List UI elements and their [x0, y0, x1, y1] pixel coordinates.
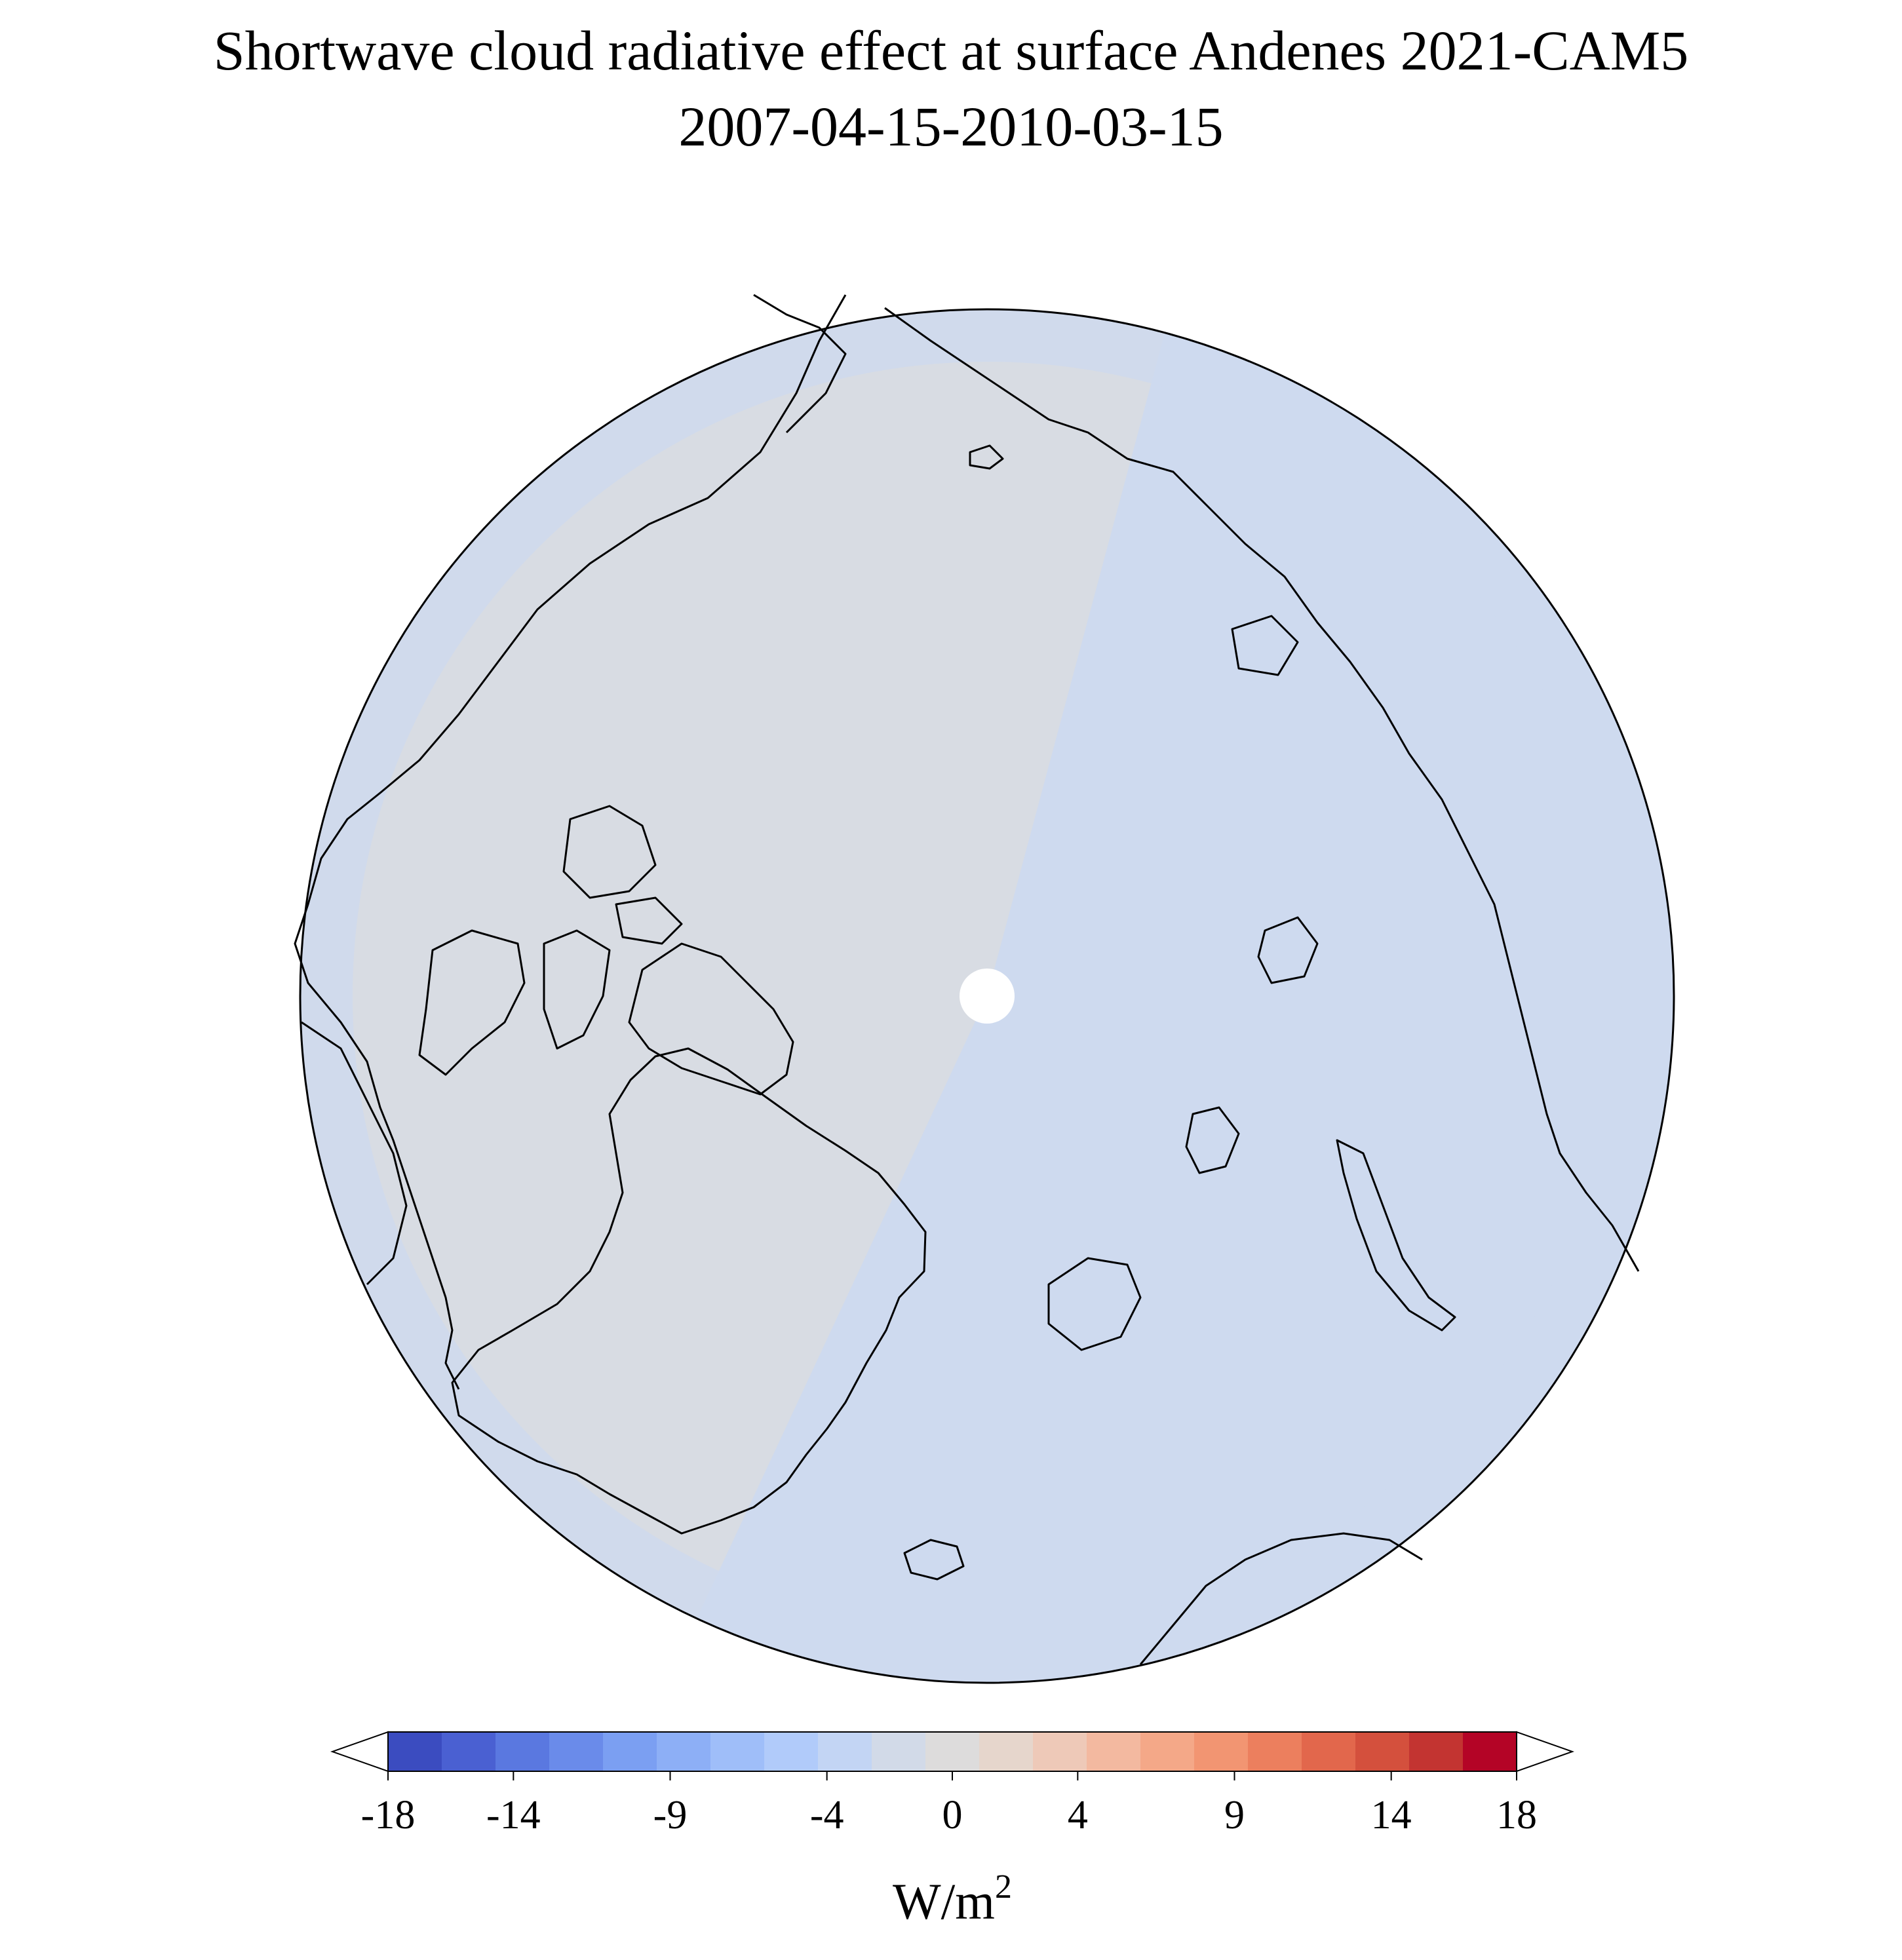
colorbar-tick-label: -4 [810, 1793, 844, 1837]
colorbar-swatch [818, 1732, 872, 1771]
wrangel-island-coastline [969, 444, 1004, 470]
colorbar-swatch [1140, 1732, 1195, 1771]
colorbar-tick-label: -9 [653, 1793, 688, 1837]
franz-josef-land-coastline [1185, 1106, 1240, 1174]
colorbar-tick-label: 14 [1371, 1793, 1412, 1837]
colorbar-swatch [442, 1732, 496, 1771]
colorbar-tick-label: 18 [1496, 1793, 1537, 1837]
polar-map [294, 294, 1675, 1684]
colorbar-swatch [603, 1732, 657, 1771]
colorbar-swatch [388, 1732, 442, 1771]
colorbar-swatch [1463, 1732, 1517, 1771]
ellesmere-island-coastline [628, 942, 794, 1096]
map-boundary [299, 308, 1675, 1684]
svalbard-coastline [1047, 1257, 1142, 1351]
colorbar-swatch [764, 1732, 819, 1771]
colorbar-swatch [1033, 1732, 1087, 1771]
colorbar-swatch [1087, 1732, 1141, 1771]
map-subtitle: 2007-04-15-2010-03-15 [678, 95, 1224, 158]
severnaya-zemlya-coastline [1257, 916, 1319, 984]
parry-islands-coastline [562, 805, 657, 899]
iceland-coastline [903, 1539, 965, 1581]
scandinavia-coastline [1139, 1532, 1423, 1665]
colorbar-ticks: -18 -14 -9 -4 0 4 9 14 18 [361, 1771, 1537, 1837]
north-america-coastline [294, 294, 847, 1390]
colorbar-tick-label: 9 [1224, 1793, 1245, 1837]
colorbar-swatch [872, 1732, 926, 1771]
hudson-bay-coastline [301, 1021, 408, 1286]
colorbar-swatch [1248, 1732, 1302, 1771]
ocean-anomaly-field [300, 309, 1674, 1683]
victoria-island-coastline [543, 929, 611, 1050]
coastlines [294, 294, 1640, 1665]
colorbar-tick-label: -18 [361, 1793, 416, 1837]
greenland-coastline [451, 1047, 927, 1535]
north-pole-marker [960, 969, 1015, 1024]
colorbar-swatch [549, 1732, 604, 1771]
colorbar-swatches [388, 1732, 1517, 1771]
baffin-island-coastline [418, 929, 526, 1076]
devon-island-coastline [615, 896, 683, 945]
ocean-anomaly-sector [696, 331, 1674, 1683]
eurasia-coastline [884, 307, 1640, 1272]
colorbar-swatch [1194, 1732, 1249, 1771]
colorbar-swatch [1409, 1732, 1464, 1771]
colorbar-extend-low [330, 1731, 389, 1773]
colorbar-swatch [1302, 1732, 1356, 1771]
novaya-zemlya-coastline [1336, 1139, 1456, 1332]
colorbar-swatch [925, 1732, 980, 1771]
colorbar-tick-label: 4 [1068, 1793, 1088, 1837]
colorbar-tick-label: -14 [486, 1793, 541, 1837]
colorbar-swatch [979, 1732, 1034, 1771]
map-title: Shortwave cloud radiative effect at surf… [213, 19, 1689, 82]
colorbar-swatch [710, 1732, 765, 1771]
colorbar-extend-high [1516, 1731, 1575, 1773]
colorbar-unit-label: W/m2 [893, 1868, 1012, 1930]
colorbar: -18 -14 -9 -4 0 4 9 14 18 W/m2 [330, 1731, 1575, 1930]
colorbar-swatch [657, 1732, 711, 1771]
colorbar-swatch [495, 1732, 550, 1771]
alaska-coastline [753, 294, 847, 434]
colorbar-swatch [1355, 1732, 1410, 1771]
new-siberian-islands-coastline [1231, 615, 1299, 676]
colorbar-tick-label: 0 [942, 1793, 963, 1837]
